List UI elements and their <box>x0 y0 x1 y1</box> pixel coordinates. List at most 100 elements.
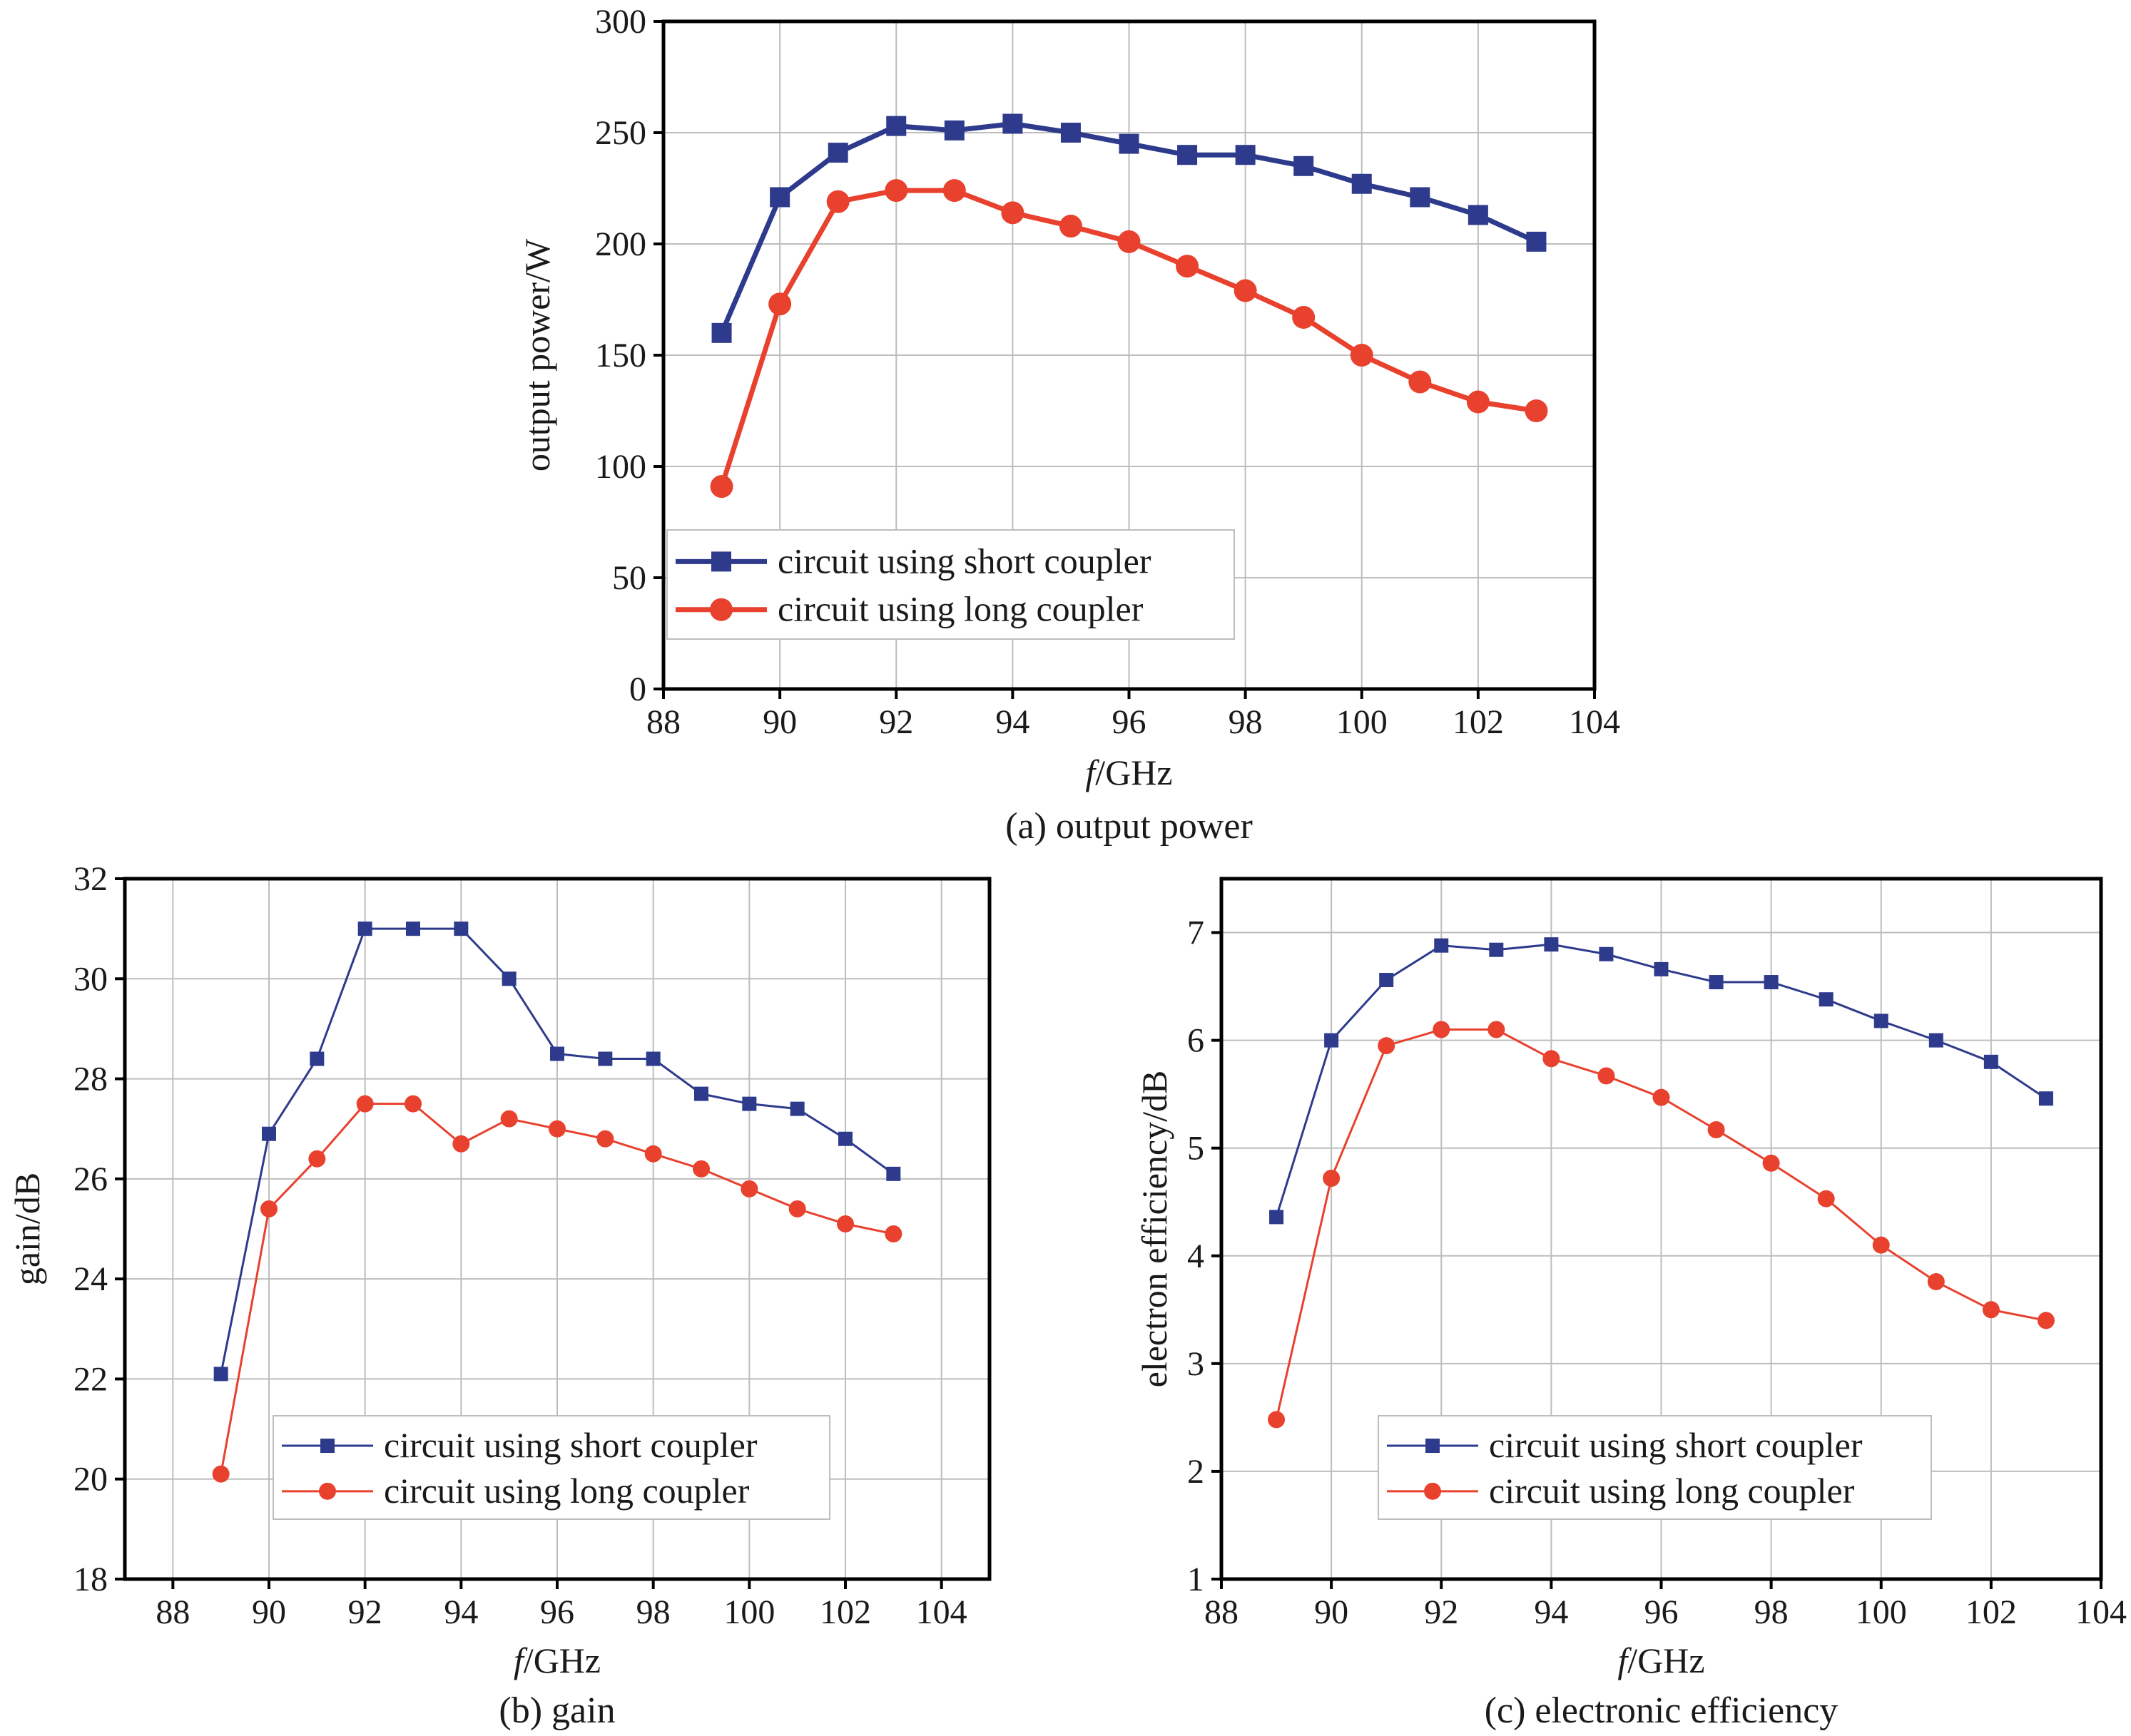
y-tick-label: 6 <box>1187 1022 1204 1060</box>
y-axis-label: electron efficiency/dB <box>1134 1071 1174 1388</box>
legend-marker-square <box>1425 1439 1440 1454</box>
y-tick-label: 28 <box>73 1061 108 1098</box>
data-point-long-coupler <box>1350 344 1373 367</box>
data-point-long-coupler <box>710 475 733 499</box>
x-tick-label: 88 <box>1204 1593 1239 1631</box>
data-point-long-coupler <box>1059 215 1082 238</box>
x-tick-label: 90 <box>1314 1593 1348 1631</box>
legend-label: circuit using long coupler <box>778 589 1144 629</box>
data-point-short-coupler <box>1351 173 1372 194</box>
data-point-long-coupler <box>1176 255 1199 278</box>
data-point-long-coupler <box>1234 279 1257 302</box>
panel-a-output-power: 88 90 92 94 96 98 100 102 104 0 50 100 150 200 250 300 c… <box>517 3 1620 847</box>
data-point-long-coupler <box>212 1465 230 1483</box>
data-point-long-coupler <box>260 1200 278 1217</box>
data-point-long-coupler <box>885 1225 902 1243</box>
data-point-long-coupler <box>1323 1169 1341 1187</box>
data-point-long-coupler <box>308 1150 326 1168</box>
x-tick-label: 88 <box>156 1593 190 1631</box>
data-point-long-coupler <box>549 1120 566 1138</box>
x-tick-label: 96 <box>540 1593 574 1631</box>
data-point-long-coupler <box>942 179 966 203</box>
y-tick-label: 20 <box>73 1461 108 1498</box>
x-tick-label: 88 <box>646 703 681 741</box>
data-point-long-coupler <box>1487 1021 1505 1038</box>
data-point-short-coupler <box>886 1166 901 1181</box>
data-point-short-coupler <box>1379 973 1394 988</box>
data-point-short-coupler <box>1873 1013 1888 1028</box>
legend-box <box>1378 1415 1932 1520</box>
legend-marker-square <box>711 551 731 572</box>
data-point-short-coupler <box>1119 133 1139 154</box>
data-point-short-coupler <box>1235 145 1256 165</box>
data-point-long-coupler <box>596 1130 614 1148</box>
data-point-long-coupler <box>693 1160 710 1178</box>
y-tick-label: 18 <box>73 1561 108 1598</box>
data-point-long-coupler <box>644 1145 662 1163</box>
data-point-long-coupler <box>1652 1088 1670 1106</box>
data-point-long-coupler <box>1817 1190 1835 1207</box>
data-point-long-coupler <box>1292 305 1316 329</box>
data-point-short-coupler <box>1983 1054 1998 1069</box>
data-point-long-coupler <box>1433 1021 1450 1038</box>
data-point-long-coupler <box>1982 1301 2000 1319</box>
panel-caption: (c) electronic efficiency <box>1485 1690 1838 1731</box>
data-point-short-coupler <box>502 971 517 986</box>
data-point-short-coupler <box>550 1046 564 1061</box>
data-point-short-coupler <box>1764 975 1779 990</box>
data-point-short-coupler <box>1410 187 1430 208</box>
x-tick-label: 94 <box>444 1593 478 1631</box>
x-axis-label: f/GHz <box>514 1640 601 1680</box>
data-point-long-coupler <box>1762 1154 1780 1172</box>
y-tick-label: 22 <box>73 1360 108 1398</box>
y-tick-label: 100 <box>595 448 646 486</box>
data-point-long-coupler <box>1597 1067 1615 1085</box>
plot-frame <box>123 877 992 1581</box>
y-tick-label: 150 <box>595 337 646 374</box>
x-tick-label: 92 <box>879 703 913 741</box>
panel-c-electronic-efficiency: 88 90 92 94 96 98 100 102 104 1 2 3 4 5 6 7 circuit usin… <box>1134 877 2127 1731</box>
data-point-short-coupler <box>2038 1091 2053 1106</box>
data-point-short-coupler <box>646 1051 661 1066</box>
plot-frame <box>661 19 1597 691</box>
data-point-long-coupler <box>885 179 908 203</box>
data-point-short-coupler <box>742 1096 757 1111</box>
data-point-long-coupler <box>356 1095 374 1113</box>
data-point-long-coupler <box>741 1180 758 1198</box>
x-tick-label: 94 <box>995 703 1029 741</box>
data-point-short-coupler <box>1526 231 1547 252</box>
data-point-long-coupler <box>837 1215 854 1232</box>
data-point-short-coupler <box>1060 123 1081 143</box>
data-point-short-coupler <box>213 1367 228 1382</box>
x-axis-label-unit: /GHz <box>524 1640 601 1680</box>
data-point-short-coupler <box>1468 205 1488 225</box>
y-tick-label: 50 <box>612 559 646 597</box>
data-point-short-coupler <box>1928 1033 1943 1048</box>
data-point-short-coupler <box>838 1131 853 1146</box>
legend-box <box>273 1415 830 1520</box>
x-tick-label: 104 <box>2075 1593 2127 1631</box>
y-tick-label: 250 <box>595 114 646 152</box>
y-axis-label: output power/W <box>517 238 557 471</box>
y-tick-label: 4 <box>1187 1237 1204 1275</box>
y-tick-label: 26 <box>73 1160 108 1198</box>
x-tick-label: 90 <box>763 703 797 741</box>
legend-box <box>666 529 1235 640</box>
data-point-short-coupler <box>1819 992 1834 1007</box>
data-point-long-coupler <box>1707 1121 1725 1139</box>
data-point-short-coupler <box>1654 961 1669 976</box>
data-point-short-coupler <box>1177 145 1198 165</box>
x-tick-label: 102 <box>1453 703 1504 741</box>
x-tick-label: 102 <box>820 1593 871 1631</box>
data-point-short-coupler <box>1269 1210 1284 1225</box>
y-tick-label: 3 <box>1187 1345 1204 1383</box>
data-point-short-coupler <box>828 143 848 163</box>
data-point-short-coupler <box>1324 1033 1339 1048</box>
data-point-long-coupler <box>500 1110 518 1128</box>
data-point-short-coupler <box>357 921 372 936</box>
y-tick-label: 24 <box>73 1260 108 1298</box>
y-tick-label: 7 <box>1187 914 1204 952</box>
y-tick-label: 0 <box>629 670 646 708</box>
data-point-short-coupler <box>406 921 420 936</box>
